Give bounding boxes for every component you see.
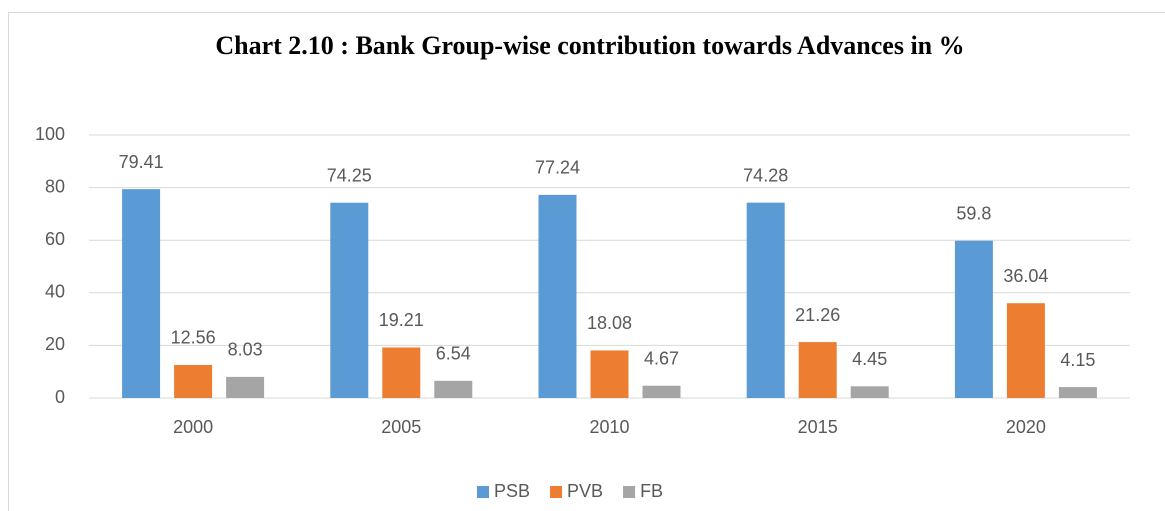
bar	[382, 347, 421, 398]
x-tick-label: 2000	[173, 417, 213, 437]
legend-swatch	[477, 486, 489, 498]
bar	[590, 350, 629, 398]
bar	[122, 189, 161, 398]
x-tick-label: 2015	[798, 417, 838, 437]
x-tick-label: 2005	[381, 417, 421, 437]
y-tick-label: 100	[35, 124, 65, 144]
y-tick-label: 80	[45, 176, 65, 196]
bar	[954, 240, 993, 398]
bar	[434, 380, 473, 398]
legend-label: PVB	[567, 481, 603, 501]
data-label: 4.67	[644, 348, 679, 368]
legend-label: PSB	[494, 481, 530, 501]
x-tick-label: 2010	[589, 417, 629, 437]
bar	[798, 342, 837, 398]
x-tick-label: 2020	[1006, 417, 1046, 437]
bar	[538, 194, 577, 398]
bar	[174, 364, 213, 398]
data-label: 59.8	[956, 203, 991, 223]
data-label: 77.24	[535, 158, 580, 178]
data-label: 36.04	[1003, 266, 1048, 286]
data-label: 21.26	[795, 305, 840, 325]
data-label: 4.45	[852, 349, 887, 369]
y-tick-label: 20	[45, 334, 65, 354]
bar	[1058, 387, 1097, 398]
chart-title: Chart 2.10 : Bank Group-wise contributio…	[215, 31, 964, 60]
data-label: 74.25	[327, 165, 372, 185]
y-tick-label: 40	[45, 282, 65, 302]
bar	[1006, 303, 1045, 398]
chart-border	[8, 12, 1165, 511]
legend-label: FB	[640, 481, 663, 501]
data-label: 74.28	[743, 165, 788, 185]
data-label: 79.41	[119, 152, 164, 172]
bar	[642, 385, 681, 398]
y-tick-label: 0	[55, 387, 65, 407]
data-label: 12.56	[171, 328, 216, 348]
y-tick-label: 60	[45, 229, 65, 249]
bar	[330, 202, 369, 398]
bar	[226, 376, 265, 398]
legend-swatch	[550, 486, 563, 498]
bar	[746, 202, 785, 398]
data-label: 8.03	[228, 340, 263, 360]
data-label: 6.54	[436, 344, 471, 364]
bar	[850, 386, 889, 398]
data-label: 19.21	[379, 310, 424, 330]
data-label: 18.08	[587, 313, 632, 333]
data-label: 4.15	[1060, 350, 1095, 370]
legend-swatch	[623, 486, 636, 498]
